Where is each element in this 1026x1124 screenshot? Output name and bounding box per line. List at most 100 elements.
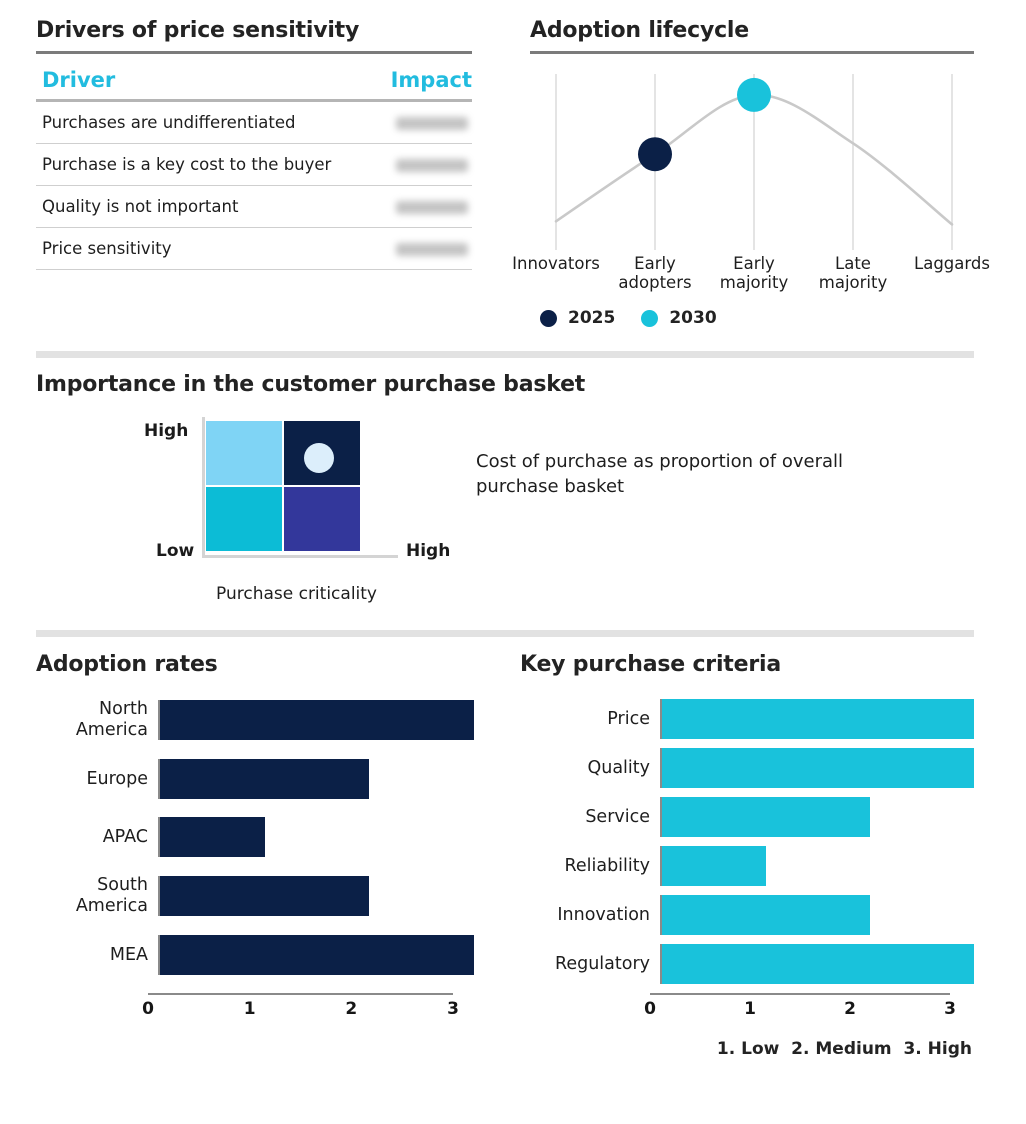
legend-swatch-icon: [641, 309, 659, 327]
quadrant-high-low[interactable]: [206, 421, 282, 485]
lifecycle-panel: Adoption lifecycle Innovators Early adopt…: [512, 18, 990, 328]
bar-category-label: APAC: [102, 826, 148, 847]
legend-label: 2030: [669, 308, 717, 328]
key-purchase-criteria-chart: Price Quality Service Reliability Innovation…: [520, 699, 974, 1021]
cell-impact: [352, 100, 472, 144]
matrix-description-text: Cost of purchase as proportion of overal…: [476, 451, 844, 497]
lifecycle-legend: 2025 2030: [530, 308, 974, 328]
bar-fill[interactable]: [662, 748, 974, 788]
legend-item-2030[interactable]: 2030: [641, 308, 717, 328]
cell-impact: [352, 185, 472, 228]
bar-category-label: Regulatory: [554, 953, 650, 974]
cell-driver: Purchases are undifferentiated: [36, 100, 352, 144]
criteria-scale-legend: 1. Low 2. Medium 3. High: [716, 1039, 972, 1059]
lifecycle-chart: [530, 72, 974, 252]
bar-row: North America: [36, 699, 474, 741]
bar-category-label: Quality: [587, 757, 650, 778]
bar-track: [660, 748, 974, 788]
lifecycle-x-axis-labels: Innovators Early adopters Early majority La…: [512, 254, 990, 302]
bar-row: Innovation: [520, 895, 974, 935]
bar-fill[interactable]: [160, 817, 265, 857]
page-title-drivers: Drivers of price sensitivity: [36, 18, 360, 43]
title-divider: [36, 51, 472, 54]
bar-fill[interactable]: [160, 935, 474, 975]
redacted-value: [396, 243, 468, 256]
matrix-y-label-high: High: [144, 421, 189, 441]
legend-item-2025[interactable]: 2025: [540, 308, 615, 328]
adoption-rates-chart: North America Europe APAC South America MEA 0…: [36, 699, 474, 1021]
bar-category-label: South America: [75, 875, 148, 916]
basket-panel: Importance in the customer purchase bask…: [36, 372, 974, 621]
table-row: Price sensitivity: [36, 227, 472, 270]
bar-row: MEA: [36, 935, 474, 975]
bar-row: Europe: [36, 759, 474, 799]
lifecycle-x-tick-0: Innovators: [512, 254, 600, 273]
page-title-adoption: Adoption rates: [36, 652, 218, 677]
lifecycle-marker-2030[interactable]: [737, 77, 771, 112]
lifecycle-x-tick-4: Laggards: [914, 254, 990, 273]
bar-x-ticks: 0 1 2 3: [644, 995, 956, 1021]
bar-x-axis: [148, 993, 453, 995]
matrix-bubble-marker: [304, 443, 334, 473]
bar-category-label: North America: [75, 699, 148, 740]
lifecycle-marker-2025[interactable]: [638, 137, 672, 172]
matrix-x-label-high: High: [406, 541, 451, 561]
bar-fill[interactable]: [662, 895, 870, 935]
basket-matrix-chart: High Low High Purchase criticality Cost …: [36, 417, 974, 621]
bar-fill[interactable]: [160, 759, 370, 799]
legend-label: 2025: [568, 308, 616, 328]
x-tick-0: 0: [142, 999, 154, 1019]
title-divider: [530, 51, 974, 54]
bar-row: Price: [520, 699, 974, 739]
key-purchase-criteria-panel: Key purchase criteria Price Quality Servic…: [520, 652, 974, 1059]
bar-fill[interactable]: [662, 846, 766, 886]
bar-row: South America: [36, 875, 474, 917]
bar-row: Quality: [520, 748, 974, 788]
section-divider-1: [36, 351, 974, 358]
lifecycle-x-tick-1: Early adopters: [618, 254, 692, 292]
drivers-table: Driver Impact Purchases are undifferenti…: [36, 68, 472, 270]
bar-fill[interactable]: [160, 876, 370, 916]
bar-category-label: Service: [585, 806, 650, 827]
x-tick-3: 3: [447, 999, 459, 1019]
lifecycle-x-tick-3: Late majority: [818, 254, 888, 292]
bar-track: [158, 759, 474, 799]
x-tick-1: 1: [243, 999, 256, 1019]
matrix-y-axis: [202, 417, 205, 557]
bar-row: Service: [520, 797, 974, 837]
matrix-quadrants: [206, 421, 360, 551]
column-header-impact: Impact: [352, 68, 472, 102]
x-tick-1: 1: [744, 999, 756, 1019]
cell-impact: [352, 143, 472, 186]
bar-track: [158, 876, 474, 916]
bar-track: [158, 817, 474, 857]
matrix-x-axis: [202, 555, 398, 558]
bar-category-label: Innovation: [557, 904, 650, 925]
section-divider-2: [36, 630, 974, 637]
quadrant-low-low[interactable]: [206, 487, 282, 551]
bar-fill[interactable]: [662, 699, 974, 739]
bar-row: Regulatory: [520, 944, 974, 984]
quadrant-high-high[interactable]: [284, 421, 360, 485]
redacted-value: [396, 159, 468, 172]
bar-fill[interactable]: [662, 797, 870, 837]
bar-track: [660, 846, 974, 886]
table-row: Purchases are undifferentiated: [36, 100, 472, 144]
bar-track: [158, 935, 474, 975]
lifecycle-x-tick-2: Early majority: [719, 254, 789, 292]
bar-fill[interactable]: [662, 944, 974, 984]
bar-category-label: Reliability: [564, 855, 650, 876]
bar-track: [660, 797, 974, 837]
bar-track: [660, 944, 974, 984]
bar-x-axis: [650, 993, 950, 995]
cell-impact: [352, 227, 472, 270]
bar-track: [660, 895, 974, 935]
quadrant-low-high[interactable]: [284, 487, 360, 551]
x-tick-3: 3: [944, 999, 956, 1019]
redacted-value: [396, 117, 468, 130]
bar-row: Reliability: [520, 846, 974, 886]
bar-fill[interactable]: [160, 700, 474, 740]
bar-x-ticks: 0 1 2 3: [142, 995, 459, 1021]
table-header-row: Driver Impact: [36, 68, 472, 102]
